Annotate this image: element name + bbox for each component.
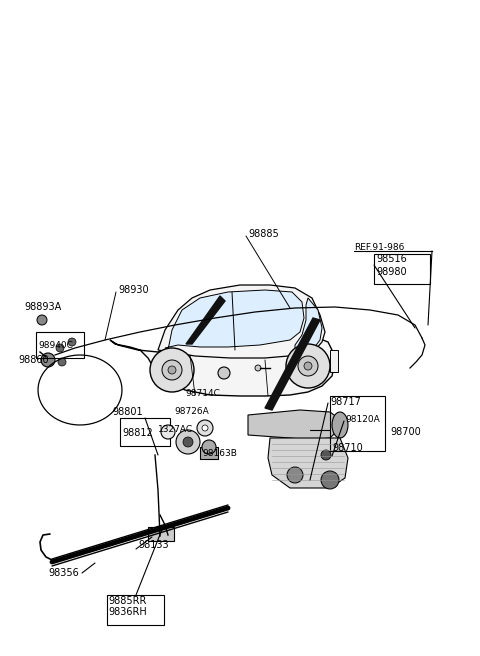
Circle shape (37, 315, 47, 325)
Circle shape (197, 420, 213, 436)
Text: 9836RH: 9836RH (108, 607, 147, 617)
Text: 98930: 98930 (118, 285, 149, 295)
Circle shape (286, 344, 330, 388)
Ellipse shape (332, 412, 348, 438)
Text: 98980: 98980 (376, 267, 407, 277)
Circle shape (58, 358, 66, 366)
Circle shape (168, 366, 176, 374)
Bar (107, 595, 164, 625)
Circle shape (161, 425, 175, 439)
Text: 98812: 98812 (122, 428, 153, 438)
Circle shape (298, 356, 318, 376)
Circle shape (183, 437, 193, 447)
Text: 98860: 98860 (18, 355, 48, 365)
Text: 9885RR: 9885RR (108, 596, 146, 606)
Circle shape (202, 425, 208, 431)
Text: 98885: 98885 (248, 229, 279, 239)
Circle shape (255, 365, 261, 371)
Circle shape (56, 344, 64, 352)
Text: 98163B: 98163B (202, 449, 237, 459)
Bar (330, 350, 338, 372)
Circle shape (287, 467, 303, 483)
Bar (120, 418, 170, 446)
Bar (374, 254, 430, 284)
Text: 98710: 98710 (332, 443, 363, 453)
Text: 98133: 98133 (138, 540, 168, 550)
Bar (148, 527, 174, 541)
Circle shape (41, 353, 55, 367)
Text: 98940C: 98940C (38, 340, 73, 350)
Text: 98356: 98356 (48, 568, 79, 578)
Text: 1327AC: 1327AC (158, 426, 193, 434)
Text: 98893A: 98893A (24, 302, 61, 312)
Polygon shape (186, 296, 225, 344)
Polygon shape (265, 318, 320, 410)
Circle shape (321, 450, 331, 460)
Polygon shape (158, 285, 325, 358)
Circle shape (202, 440, 216, 454)
Polygon shape (110, 334, 335, 396)
Polygon shape (268, 438, 348, 488)
Text: 98516: 98516 (376, 254, 407, 264)
Circle shape (176, 430, 200, 454)
Circle shape (68, 338, 76, 346)
Bar (330, 396, 385, 451)
Circle shape (218, 367, 230, 379)
Polygon shape (248, 410, 338, 440)
Circle shape (304, 362, 312, 370)
Polygon shape (295, 298, 322, 355)
Bar (36, 332, 84, 358)
Text: 98726A: 98726A (174, 407, 209, 417)
Circle shape (150, 348, 194, 392)
Circle shape (162, 360, 182, 380)
Text: 98120A: 98120A (345, 415, 380, 424)
Text: REF.91-986: REF.91-986 (354, 243, 404, 253)
Polygon shape (165, 290, 304, 350)
Text: 98714C: 98714C (185, 390, 220, 398)
Text: 98700: 98700 (390, 427, 421, 437)
Bar (200, 447, 218, 459)
Text: 98801: 98801 (112, 407, 143, 417)
Circle shape (321, 471, 339, 489)
Text: 98717: 98717 (330, 397, 361, 407)
